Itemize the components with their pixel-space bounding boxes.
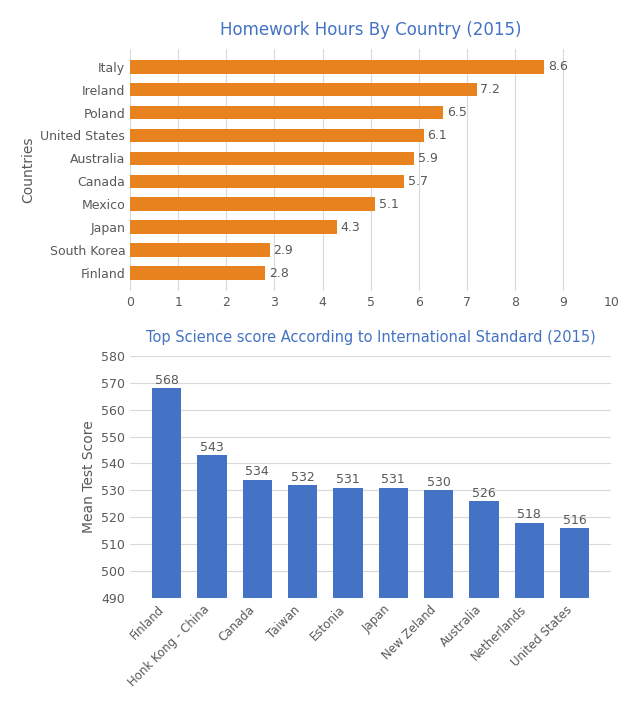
Bar xyxy=(130,220,337,234)
Text: 532: 532 xyxy=(291,471,315,484)
Bar xyxy=(288,485,317,598)
Bar xyxy=(130,266,265,280)
Bar xyxy=(197,455,227,598)
Text: 516: 516 xyxy=(563,514,586,527)
Bar xyxy=(333,488,363,598)
Text: 530: 530 xyxy=(427,476,451,489)
Text: 6.5: 6.5 xyxy=(447,106,467,119)
Bar xyxy=(130,106,443,119)
Text: 2.8: 2.8 xyxy=(269,267,289,280)
Text: 531: 531 xyxy=(336,474,360,486)
Bar xyxy=(130,197,376,212)
Text: 2.9: 2.9 xyxy=(273,244,293,257)
Y-axis label: Mean Test Score: Mean Test Score xyxy=(82,420,96,533)
Bar xyxy=(515,523,544,598)
Text: 5.1: 5.1 xyxy=(380,198,399,211)
Text: 8.6: 8.6 xyxy=(548,60,568,73)
Text: 518: 518 xyxy=(517,508,541,521)
Text: 531: 531 xyxy=(381,474,405,486)
Bar xyxy=(130,244,269,257)
Text: 534: 534 xyxy=(246,465,269,479)
Text: 4.3: 4.3 xyxy=(341,221,360,234)
Bar xyxy=(243,480,272,598)
Title: Homework Hours By Country (2015): Homework Hours By Country (2015) xyxy=(220,21,522,39)
Text: 526: 526 xyxy=(472,487,496,500)
Bar xyxy=(152,388,182,598)
Bar xyxy=(130,129,424,143)
Text: 568: 568 xyxy=(155,373,179,387)
Bar xyxy=(469,501,499,598)
Bar xyxy=(130,151,414,165)
Text: 543: 543 xyxy=(200,441,224,454)
Bar xyxy=(130,60,544,74)
Bar xyxy=(130,82,477,97)
Text: 6.1: 6.1 xyxy=(428,129,447,142)
Text: 5.7: 5.7 xyxy=(408,175,428,188)
Text: 5.9: 5.9 xyxy=(418,152,438,165)
Title: Top Science score According to International Standard (2015): Top Science score According to Internati… xyxy=(146,330,596,345)
Bar xyxy=(424,491,453,598)
Bar xyxy=(560,528,589,598)
Text: 7.2: 7.2 xyxy=(481,83,500,96)
Bar xyxy=(379,488,408,598)
Bar xyxy=(130,175,404,188)
Y-axis label: Countries: Countries xyxy=(21,137,35,203)
